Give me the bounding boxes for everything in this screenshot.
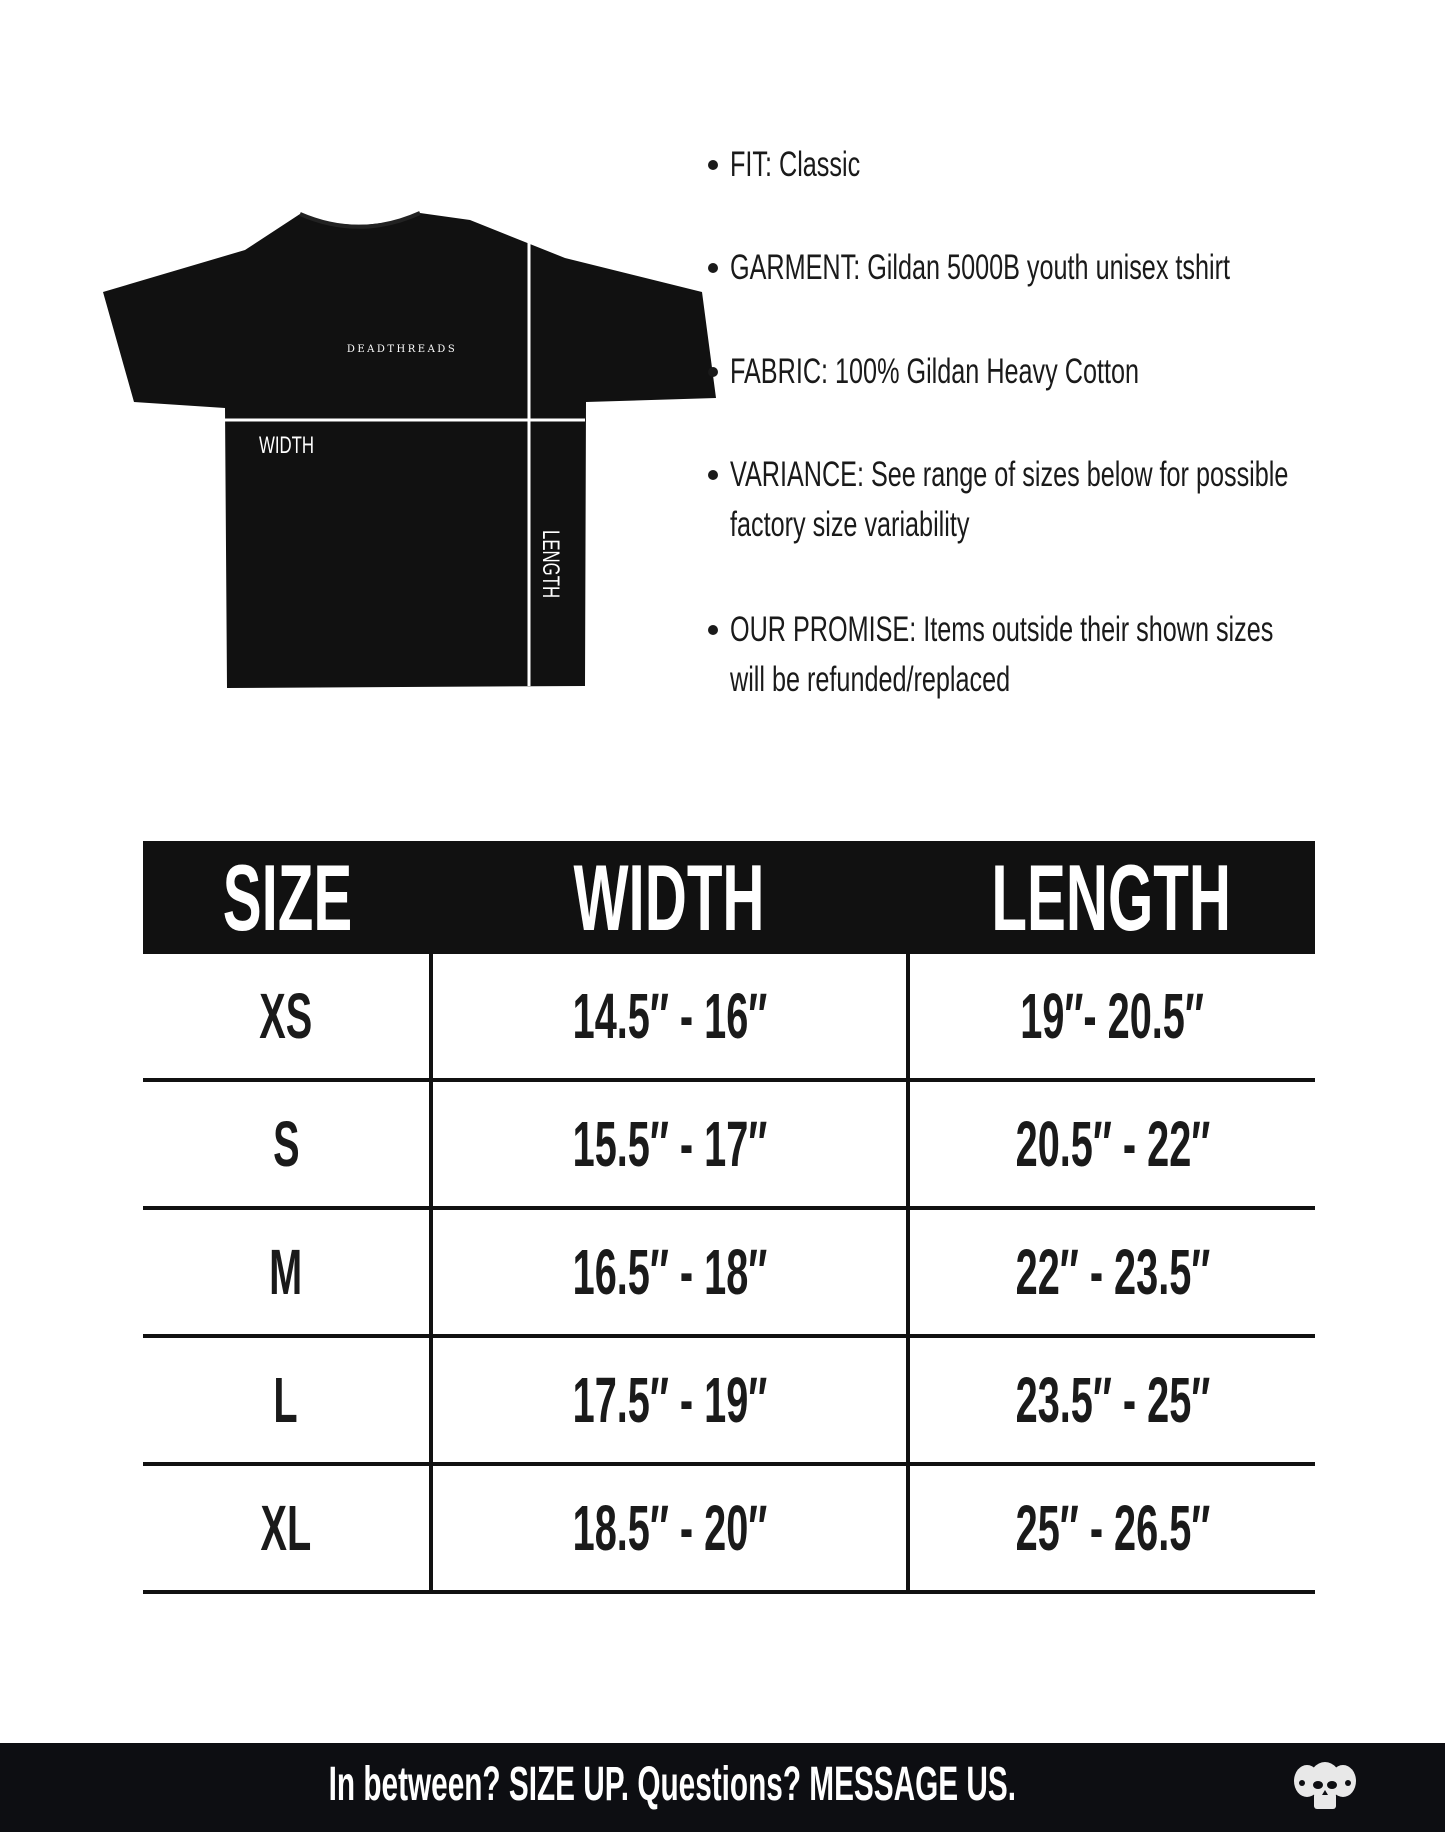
bullet-icon	[708, 625, 718, 635]
header-width: WIDTH	[431, 841, 908, 954]
table-row-s: S 15.5″ - 17″ 20.5″ - 22″	[143, 1080, 1315, 1210]
cell-size: XL	[143, 1464, 431, 1594]
cell-width: 17.5″ - 19″	[429, 1336, 908, 1466]
cell-width: 15.5″ - 17″	[429, 1080, 908, 1210]
cell-width: 14.5″ - 16″	[429, 954, 908, 1082]
header-length: LENGTH	[908, 841, 1315, 954]
table-header-row: SIZE WIDTH LENGTH	[143, 841, 1315, 954]
cell-length: 20.5″ - 22″	[906, 1080, 1315, 1210]
table-row-m: M 16.5″ - 18″ 22″ - 23.5″	[143, 1208, 1315, 1338]
width-label: WIDTH	[259, 432, 314, 459]
table-row-l: L 17.5″ - 19″ 23.5″ - 25″	[143, 1336, 1315, 1466]
three-skulls-icon	[1294, 1762, 1356, 1809]
table-row-xl: XL 18.5″ - 20″ 25″ - 26.5″	[143, 1464, 1315, 1594]
size-chart-table: SIZE WIDTH LENGTH XS 14.5″ - 16″ 19″- 20.5…	[143, 841, 1315, 1594]
cell-length: 19″- 20.5″	[906, 954, 1315, 1082]
cell-width: 18.5″ - 20″	[429, 1464, 908, 1594]
cell-length: 23.5″ - 25″	[906, 1336, 1315, 1466]
header-size: SIZE	[143, 841, 431, 954]
bullet-icon	[708, 263, 718, 273]
cell-size: S	[143, 1080, 431, 1210]
table-row-xs: XS 14.5″ - 16″ 19″- 20.5″	[143, 954, 1315, 1082]
bullet-icon	[708, 367, 718, 377]
footer-message: In between? SIZE UP. Questions? MESSAGE …	[328, 1758, 1017, 1811]
bullet-icon	[708, 160, 718, 170]
cell-size: M	[143, 1208, 431, 1338]
tshirt-shape	[103, 213, 716, 688]
length-label: LENGTH	[537, 530, 564, 598]
cell-length: 22″ - 23.5″	[906, 1208, 1315, 1338]
cell-size: XS	[143, 954, 431, 1082]
tshirt-diagram: DEADTHREADS WIDTH LENGTH	[103, 211, 716, 688]
brand-print: DEADTHREADS	[347, 344, 457, 355]
cell-width: 16.5″ - 18″	[429, 1208, 908, 1338]
cell-size: L	[143, 1336, 431, 1466]
cell-length: 25″ - 26.5″	[906, 1464, 1315, 1594]
bullet-icon	[708, 470, 718, 480]
footer-banner: In between? SIZE UP. Questions? MESSAGE …	[0, 1743, 1445, 1832]
